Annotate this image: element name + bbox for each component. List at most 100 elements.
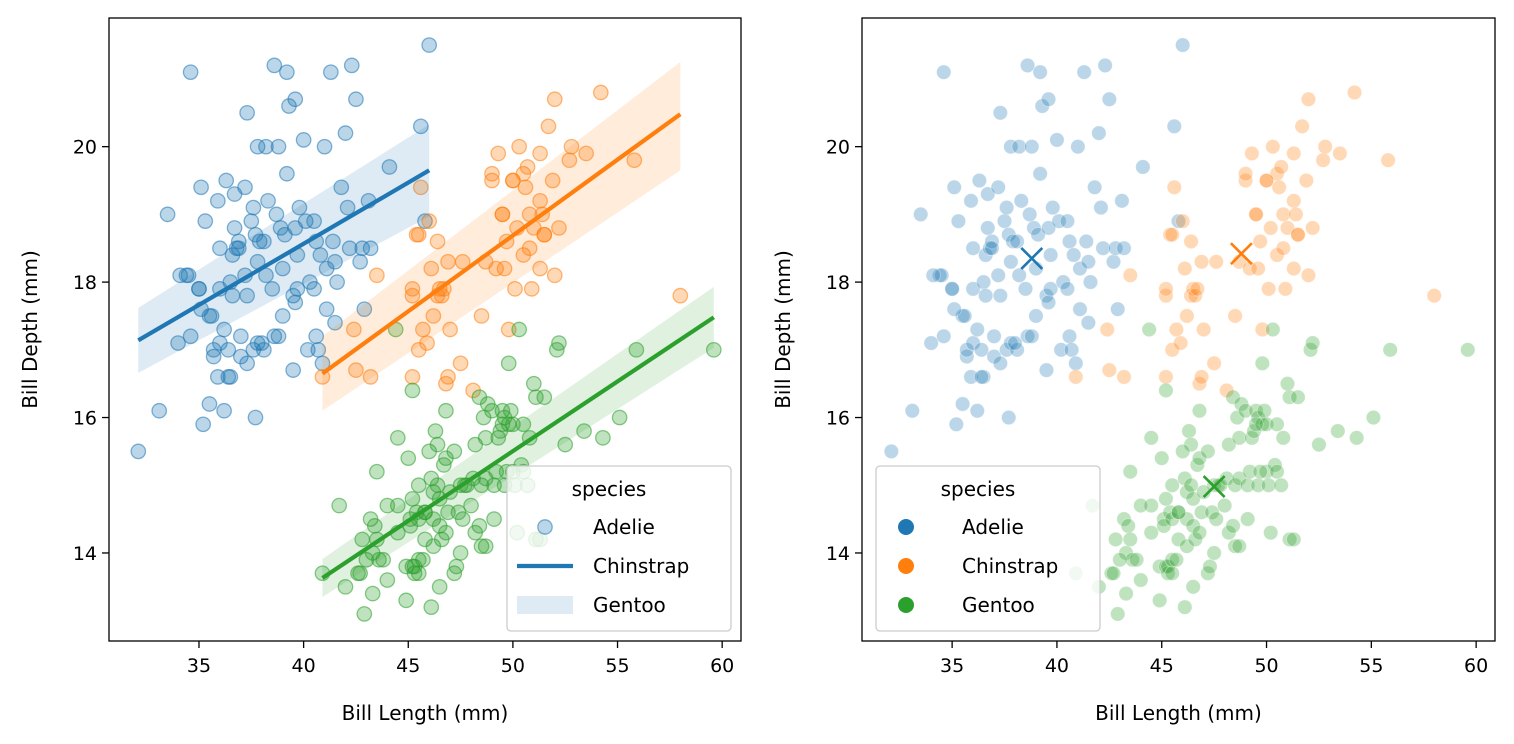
point-adelie: [1051, 213, 1067, 229]
point-chinstrap: [1237, 166, 1254, 182]
point-adelie: [1028, 308, 1044, 324]
point-adelie: [999, 342, 1015, 358]
point-adelie: [948, 416, 964, 432]
point-adelie: [239, 287, 255, 304]
point-chinstrap: [1273, 159, 1289, 175]
point-adelie: [992, 288, 1008, 304]
point-adelie: [193, 179, 209, 196]
point-gentoo: [1191, 403, 1208, 419]
point-adelie: [1013, 193, 1029, 209]
legend-marker-adelie: [898, 519, 914, 535]
point-chinstrap: [1315, 152, 1331, 168]
point-gentoo: [1286, 531, 1302, 548]
point-chinstrap: [578, 145, 594, 162]
point-adelie: [992, 355, 1008, 371]
point-adelie: [982, 240, 998, 256]
point-chinstrap: [523, 281, 540, 297]
point-gentoo: [551, 335, 567, 351]
point-chinstrap: [1294, 118, 1310, 134]
point-gentoo: [1175, 443, 1191, 459]
point-adelie: [1087, 179, 1103, 195]
x-tick-label: 50: [501, 655, 525, 677]
point-adelie: [1009, 342, 1025, 358]
point-adelie: [913, 206, 929, 222]
point-adelie: [220, 341, 237, 358]
point-chinstrap: [1164, 342, 1180, 358]
point-gentoo: [1133, 572, 1149, 588]
point-adelie: [341, 240, 358, 257]
point-gentoo: [1229, 409, 1245, 426]
point-gentoo: [1219, 470, 1235, 487]
point-chinstrap: [1248, 206, 1264, 222]
point-gentoo: [494, 416, 511, 433]
y-tick-label: 18: [73, 272, 97, 294]
point-adelie: [230, 240, 247, 257]
point-gentoo: [1118, 545, 1134, 561]
point-gentoo: [1269, 464, 1285, 480]
point-chinstrap: [1068, 369, 1084, 385]
confidence-band-adelie: [138, 124, 430, 373]
point-adelie: [1059, 213, 1076, 229]
regression-line-adelie: [137, 168, 431, 343]
point-adelie: [931, 267, 948, 283]
point-gentoo: [1227, 538, 1243, 554]
point-adelie: [955, 308, 971, 324]
point-adelie: [1019, 57, 1036, 74]
point-gentoo: [1118, 585, 1134, 602]
point-adelie: [1045, 200, 1061, 216]
point-chinstrap: [442, 321, 458, 338]
left-panel: 35 40 45 50 55 60 14 16 18 20 Bill Length (mm) Bill…: [18, 17, 742, 725]
point-adelie: [1038, 362, 1055, 378]
point-adelie: [1175, 37, 1191, 53]
point-gentoo: [1112, 552, 1128, 568]
point-chinstrap: [1122, 267, 1138, 283]
point-chinstrap: [1288, 206, 1304, 222]
point-chinstrap: [1099, 321, 1115, 338]
point-chinstrap: [1332, 145, 1348, 162]
point-adelie: [973, 369, 990, 385]
x-tick-label: 45: [396, 655, 420, 677]
point-adelie: [325, 233, 341, 250]
point-chinstrap: [429, 233, 446, 250]
point-adelie: [984, 233, 1000, 250]
point-adelie: [955, 396, 971, 412]
point-adelie: [1011, 139, 1027, 155]
point-gentoo: [1160, 558, 1176, 575]
point-adelie: [216, 402, 232, 419]
point-adelie: [159, 206, 176, 223]
point-chinstrap: [1116, 369, 1132, 385]
point-adelie: [1024, 139, 1040, 155]
point-adelie: [944, 281, 960, 297]
point-gentoo: [427, 423, 444, 439]
point-gentoo: [1108, 531, 1124, 548]
point-gentoo: [1240, 477, 1256, 493]
point-adelie: [1072, 260, 1088, 277]
point-adelie: [421, 37, 438, 53]
point-adelie: [1108, 240, 1124, 256]
point-gentoo: [536, 389, 553, 406]
point-adelie: [182, 328, 199, 345]
point-adelie: [243, 213, 260, 230]
point-adelie: [260, 192, 276, 209]
point-adelie: [258, 138, 274, 155]
point-gentoo: [477, 429, 494, 446]
legend-label-gentoo: Gentoo: [962, 593, 1035, 617]
point-gentoo: [1250, 409, 1266, 426]
legend-box: [875, 465, 1101, 632]
legend-label-adelie: Adelie: [962, 515, 1024, 539]
point-adelie: [1007, 335, 1023, 351]
point-adelie: [1101, 91, 1117, 107]
point-gentoo: [423, 599, 440, 615]
point-gentoo: [595, 429, 611, 446]
point-chinstrap: [1286, 260, 1302, 277]
point-adelie: [975, 369, 992, 385]
point-chinstrap: [425, 308, 442, 324]
point-adelie: [1135, 159, 1151, 175]
point-gentoo: [1460, 342, 1476, 358]
point-gentoo: [1281, 389, 1298, 405]
point-gentoo: [1152, 558, 1168, 575]
point-gentoo: [1231, 470, 1247, 487]
point-gentoo: [371, 551, 387, 568]
point-gentoo: [1263, 525, 1279, 541]
